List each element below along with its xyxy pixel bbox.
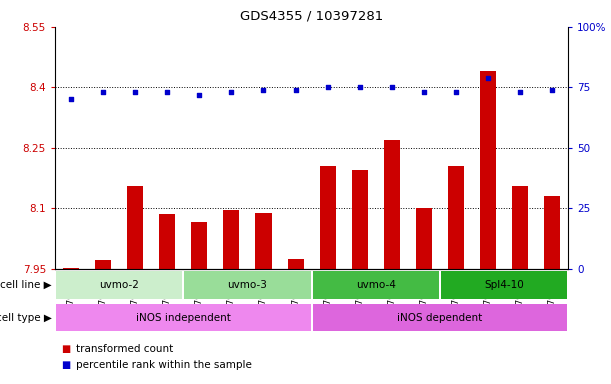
Bar [512,186,528,269]
Bar [352,170,368,269]
Bar [416,209,432,269]
Bar [185,271,310,299]
Point [130,89,140,95]
Text: cell type ▶: cell type ▶ [0,313,52,323]
Point [355,84,365,91]
Bar [288,259,304,269]
Text: iNOS independent: iNOS independent [136,313,231,323]
Point [258,87,268,93]
Point [323,84,332,91]
Point [387,84,397,91]
Point [163,89,172,95]
Point [194,91,204,98]
Bar [127,186,143,269]
Text: uvmo-2: uvmo-2 [99,280,139,290]
Text: Spl4-10: Spl4-10 [484,280,524,290]
Text: cell line ▶: cell line ▶ [1,280,52,290]
Point [515,89,525,95]
Bar [191,222,207,269]
Point [66,96,76,103]
Text: percentile rank within the sample: percentile rank within the sample [76,360,252,370]
Bar [441,271,567,299]
Bar [224,210,240,269]
Bar [480,71,496,269]
Bar [544,196,560,269]
Point [98,89,108,95]
Bar [159,214,175,269]
Bar [56,271,182,299]
Point [227,89,236,95]
Point [291,87,301,93]
Bar [313,304,567,331]
Point [547,87,557,93]
Text: uvmo-3: uvmo-3 [227,280,268,290]
Bar [320,166,335,269]
Bar [63,268,79,269]
Bar [95,260,111,269]
Point [419,89,429,95]
Bar [384,140,400,269]
Bar [313,271,439,299]
Title: GDS4355 / 10397281: GDS4355 / 10397281 [240,10,383,23]
Text: uvmo-4: uvmo-4 [356,280,396,290]
Point [451,89,461,95]
Text: ■: ■ [61,360,70,370]
Bar [255,213,271,269]
Text: iNOS dependent: iNOS dependent [397,313,483,323]
Text: transformed count: transformed count [76,344,174,354]
Text: ■: ■ [61,344,70,354]
Point [483,74,493,81]
Bar [56,304,310,331]
Bar [448,166,464,269]
